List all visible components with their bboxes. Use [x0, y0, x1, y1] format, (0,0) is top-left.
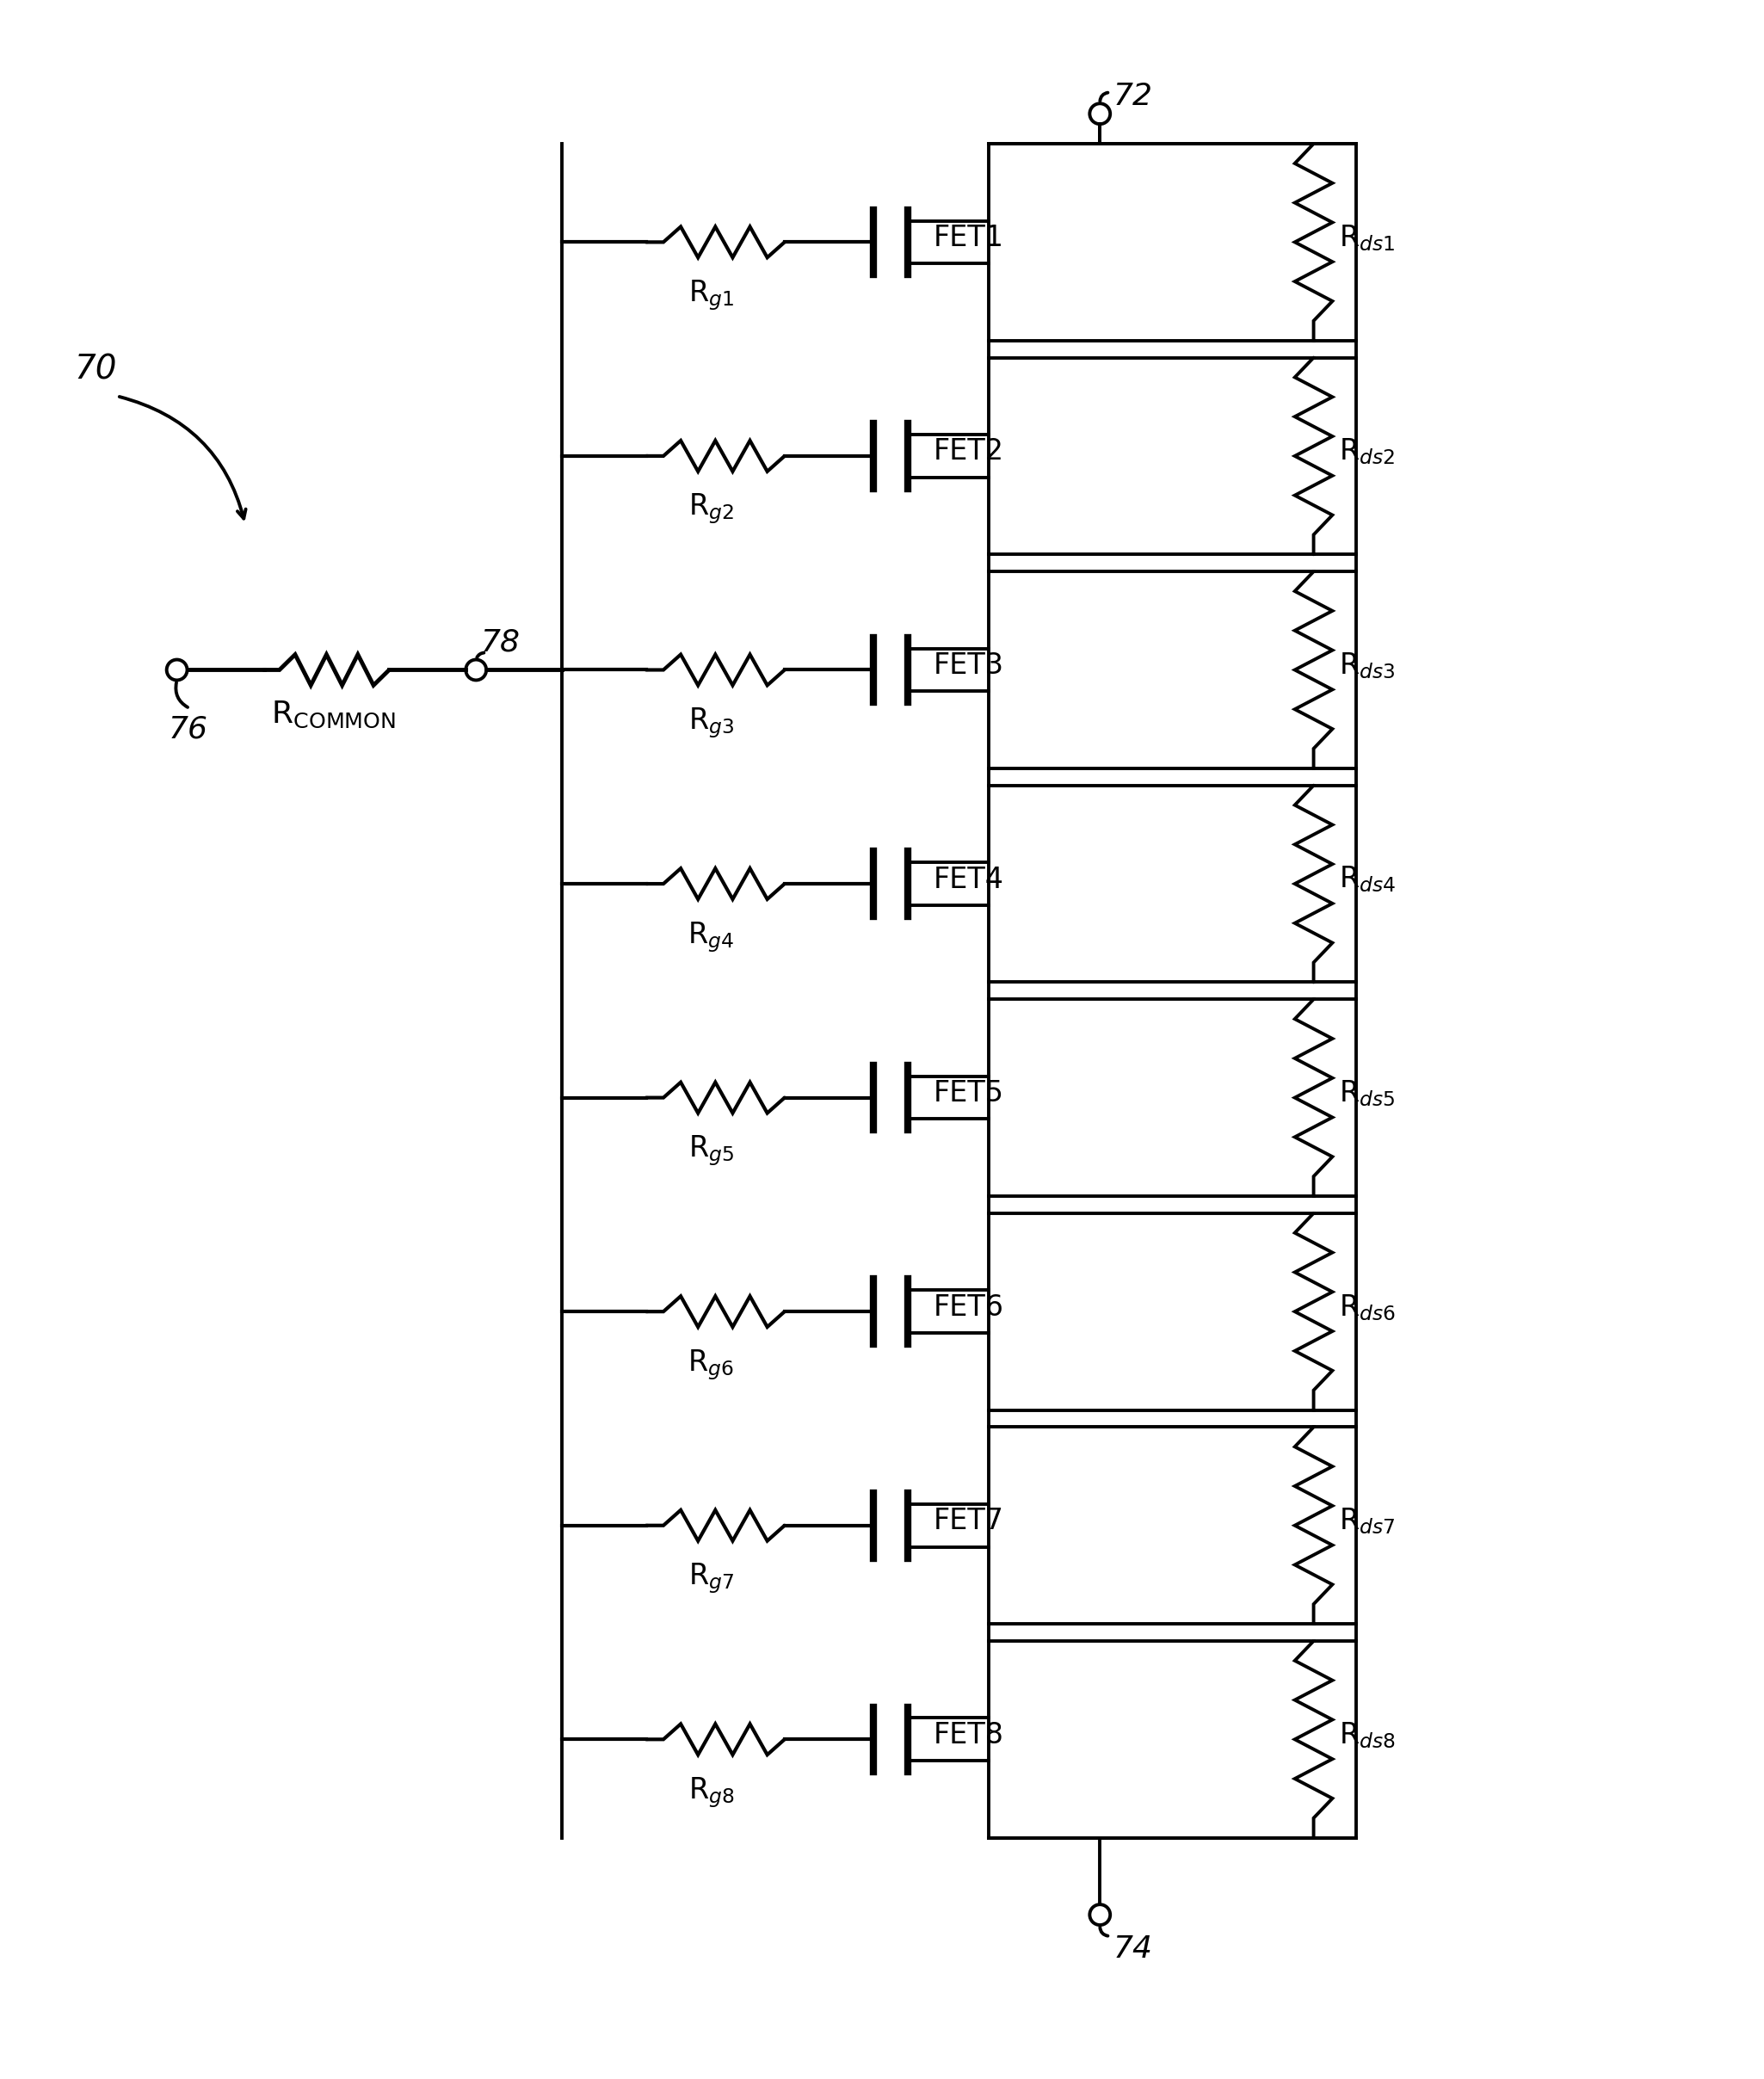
Text: FET4: FET4 [933, 865, 1004, 894]
Text: R$_{ds7}$: R$_{ds7}$ [1339, 1507, 1395, 1536]
Text: R$_{ds5}$: R$_{ds5}$ [1339, 1079, 1395, 1108]
Text: FET5: FET5 [933, 1079, 1004, 1108]
Text: 78: 78 [480, 628, 520, 657]
Text: R$_{g4}$: R$_{g4}$ [688, 919, 734, 954]
Text: 76: 76 [168, 715, 208, 744]
Text: R$_{g8}$: R$_{g8}$ [688, 1775, 734, 1809]
Text: R$_{\mathsf{COMMON}}$: R$_{\mathsf{COMMON}}$ [272, 699, 395, 730]
Text: FET3: FET3 [933, 651, 1004, 680]
Text: R$_{g2}$: R$_{g2}$ [688, 493, 734, 526]
Text: 74: 74 [1113, 1933, 1152, 1963]
Text: R$_{g1}$: R$_{g1}$ [688, 279, 734, 312]
Text: R$_{g7}$: R$_{g7}$ [688, 1561, 734, 1597]
Text: R$_{g3}$: R$_{g3}$ [688, 707, 734, 740]
Text: R$_{ds6}$: R$_{ds6}$ [1339, 1293, 1395, 1322]
Text: R$_{g5}$: R$_{g5}$ [688, 1133, 734, 1168]
Text: FET2: FET2 [933, 437, 1004, 466]
Text: R$_{ds1}$: R$_{ds1}$ [1339, 222, 1395, 254]
Text: R$_{g6}$: R$_{g6}$ [688, 1347, 734, 1383]
Text: 72: 72 [1113, 81, 1152, 112]
Text: FET1: FET1 [933, 225, 1004, 252]
Text: R$_{ds8}$: R$_{ds8}$ [1339, 1719, 1395, 1751]
Text: FET6: FET6 [933, 1293, 1004, 1322]
Text: R$_{ds3}$: R$_{ds3}$ [1339, 651, 1395, 680]
Text: FET8: FET8 [933, 1721, 1004, 1748]
Text: FET7: FET7 [933, 1507, 1004, 1536]
Text: R$_{ds4}$: R$_{ds4}$ [1339, 865, 1395, 894]
Text: R$_{ds2}$: R$_{ds2}$ [1339, 437, 1395, 466]
Text: 70: 70 [74, 353, 116, 387]
